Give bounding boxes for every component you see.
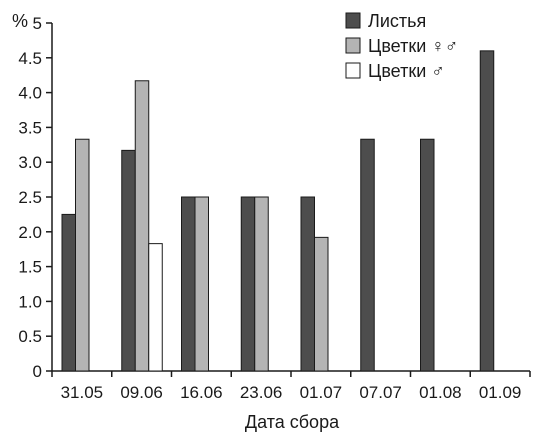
y-tick-label: 3.5 (18, 118, 42, 137)
legend-swatch (345, 62, 361, 79)
y-tick-label: 5 (33, 14, 42, 33)
bar (360, 138, 375, 372)
y-tick-label: 2.5 (18, 188, 42, 207)
y-tick-label: 0.5 (18, 327, 42, 346)
bar (420, 138, 435, 372)
legend-label: Цветки ♂ (368, 61, 445, 81)
y-tick-label: 1.0 (18, 292, 42, 311)
bar (61, 213, 76, 372)
y-tick-label: 4.5 (18, 49, 42, 68)
x-tick-label: 01.07 (300, 383, 343, 402)
bars (61, 50, 495, 372)
bar (254, 196, 269, 372)
legend-swatch (345, 37, 361, 54)
y-tick-label: 1.5 (18, 258, 42, 277)
legend-label: Листья (368, 11, 426, 31)
x-axis-label: Дата сбора (245, 412, 340, 432)
bar (194, 196, 209, 372)
bar (121, 149, 136, 372)
y-ticks: 0 0.5 1.0 1.5 2.0 2.5 3.0 3.5 4.0 4.5 5 (18, 14, 52, 381)
x-tick-label: 09.06 (120, 383, 163, 402)
y-tick-label: 2.0 (18, 223, 42, 242)
x-tick-label: 16.06 (180, 383, 223, 402)
bar (300, 196, 315, 372)
bar (479, 50, 495, 372)
x-tick-label: 01.09 (479, 383, 522, 402)
x-tick-label: 31.05 (61, 383, 104, 402)
x-tick-label: 07.07 (359, 383, 402, 402)
y-tick-label: 0 (33, 362, 42, 381)
bar (148, 243, 163, 372)
y-axis-label: % (12, 11, 28, 31)
x-ticks: 31.05 09.06 16.06 23.06 01.07 07.07 01.08 01.09 (51, 371, 531, 402)
x-tick-label: 01.08 (419, 383, 462, 402)
bar (314, 236, 329, 372)
legend: Листья Цветки ♀♂ Цветки ♂ (345, 11, 458, 81)
legend-label: Цветки ♀♂ (368, 36, 458, 56)
y-tick-label: 3.0 (18, 153, 42, 172)
bar (181, 196, 196, 372)
bar (134, 80, 150, 372)
bar (75, 138, 90, 372)
y-tick-label: 4.0 (18, 84, 42, 103)
x-tick-label: 23.06 (240, 383, 283, 402)
legend-swatch (345, 12, 361, 29)
bar (240, 196, 256, 372)
